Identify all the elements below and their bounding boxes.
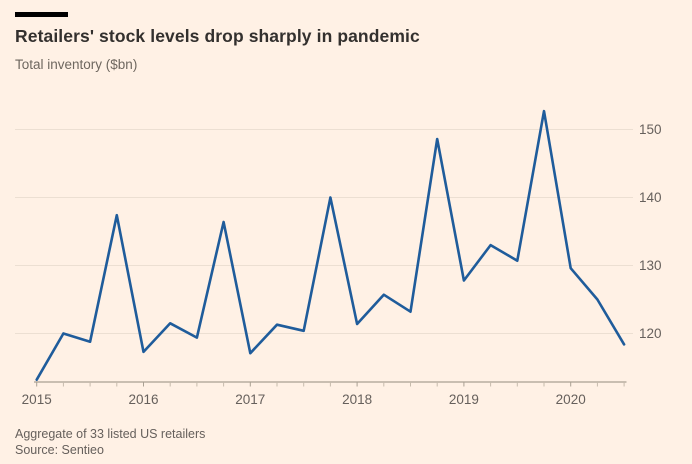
x-tick-label: 2017 <box>235 392 265 407</box>
x-tick-label: 2020 <box>556 392 586 407</box>
x-tick-label: 2019 <box>449 392 479 407</box>
footer-source: Source: Sentieo <box>15 443 104 457</box>
chart-title: Retailers' stock levels drop sharply in … <box>15 26 420 46</box>
x-tick-label: 2015 <box>22 392 52 407</box>
footer-note: Aggregate of 33 listed US retailers <box>15 427 206 441</box>
y-tick-label: 140 <box>639 190 662 205</box>
series-line <box>35 109 626 382</box>
x-tick-label: 2016 <box>128 392 158 407</box>
x-tick-label: 2018 <box>342 392 372 407</box>
chart-footer: Aggregate of 33 listed US retailers Sour… <box>15 426 205 458</box>
y-tick-label: 130 <box>639 258 662 273</box>
y-tick-label: 150 <box>639 122 662 137</box>
title-accent-bar <box>15 12 68 17</box>
chart-subtitle: Total inventory ($bn) <box>15 57 138 72</box>
y-tick-label: 120 <box>639 326 662 341</box>
